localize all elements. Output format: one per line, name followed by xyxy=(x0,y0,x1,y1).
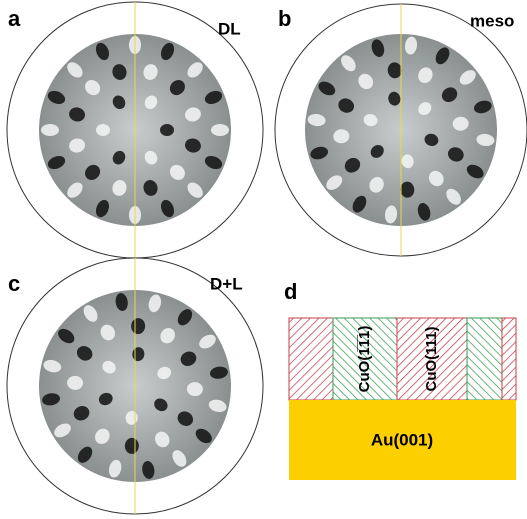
domain-red xyxy=(502,318,516,400)
panel-label: D+L xyxy=(210,274,243,293)
panel-letter: b xyxy=(278,6,291,31)
figure: a DL b meso c D+L d CuO(1̅1̅1) CuO(111) … xyxy=(0,0,527,519)
domain-red xyxy=(289,318,333,400)
domain-label: CuO(1̅1̅1) xyxy=(356,326,373,393)
pole-spot xyxy=(41,124,59,136)
panel-label: meso xyxy=(470,11,514,30)
pole-spot xyxy=(96,124,110,136)
panel-letter: a xyxy=(8,6,21,31)
pole-spot xyxy=(160,124,174,136)
pole-spot xyxy=(211,124,229,136)
domain-green xyxy=(467,318,502,400)
domain-label: CuO(111) xyxy=(423,326,440,391)
panel-letter: c xyxy=(8,271,20,296)
panel-letter: d xyxy=(284,279,297,304)
substrate-label: Au(001) xyxy=(371,430,433,449)
schematic: CuO(1̅1̅1) CuO(111) Au(001) xyxy=(289,318,516,480)
panel-label: DL xyxy=(218,19,241,38)
